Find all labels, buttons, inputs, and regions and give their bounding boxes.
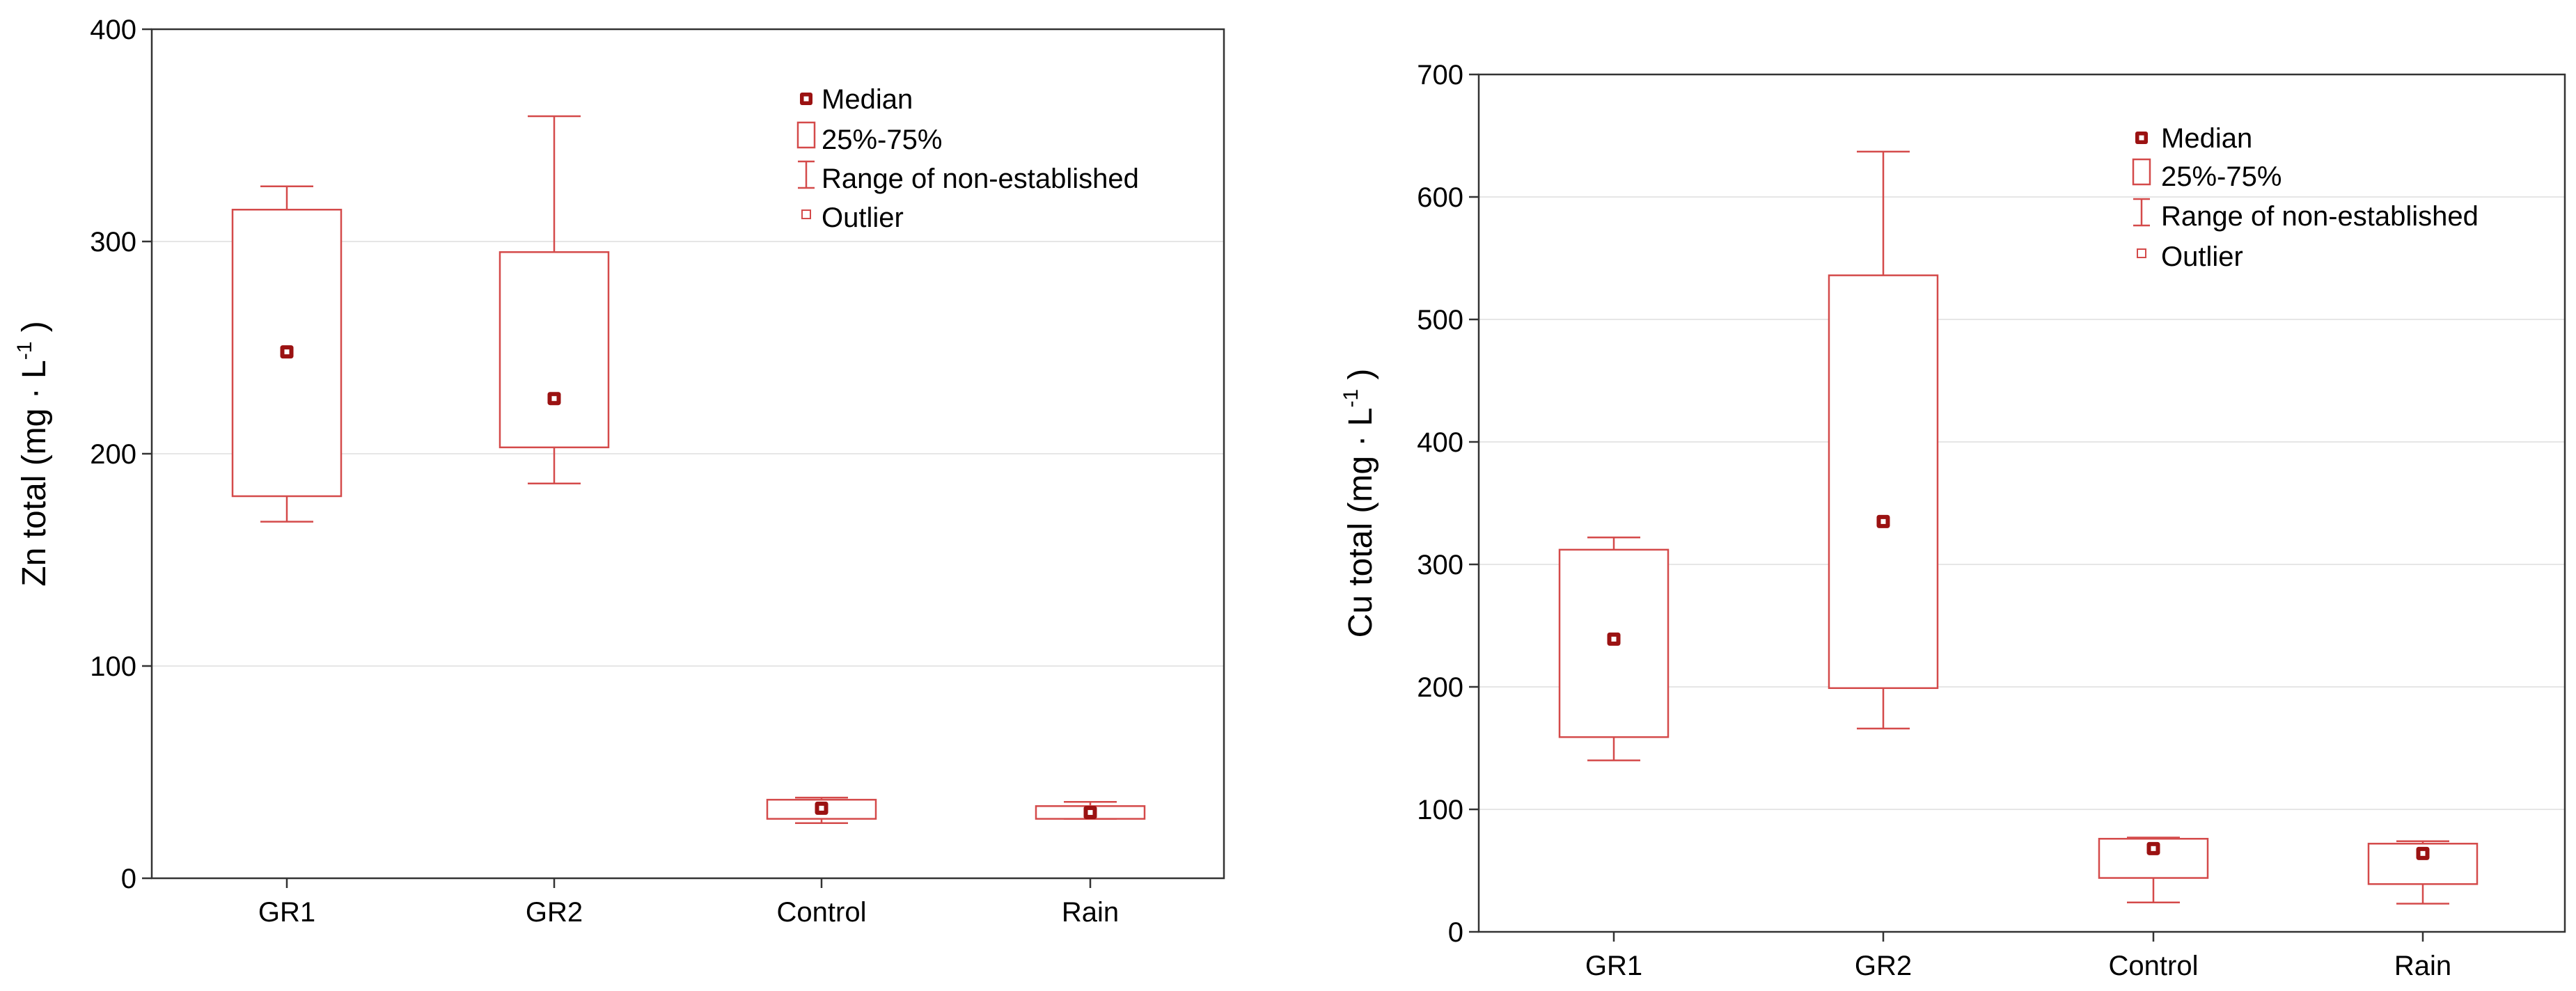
chart-panel-2: 0 100 200 300 400 500 600 700 GR1 GR2 Control Rain C… xyxy=(1340,60,2566,981)
x-tick-label: GR2 xyxy=(526,897,583,928)
y-axis-label: Cu total (mg · L-1 ) xyxy=(1340,369,1379,638)
legend: Median 25%-75% Range of non-established Out… xyxy=(796,84,1139,233)
box-gr1 xyxy=(231,185,343,523)
legend-label: Outlier xyxy=(822,203,904,233)
median-marker-center xyxy=(284,349,290,355)
legend: Median 25%-75% Range of non-established Out… xyxy=(2132,123,2479,272)
y-tick-label: 400 xyxy=(90,15,136,45)
median-marker-center xyxy=(1880,518,1886,524)
y-tick-label: 600 xyxy=(1417,182,1463,213)
x-tick-label: Control xyxy=(2109,951,2199,981)
x-tick-label: Rain xyxy=(1062,897,1119,928)
y-tick-label: 500 xyxy=(1417,305,1463,335)
box-gr2 xyxy=(1828,150,1939,730)
legend-box-icon xyxy=(2132,158,2151,186)
y-axis-label: Zn total (mg · L-1 ) xyxy=(13,321,53,586)
legend-label: 25%-75% xyxy=(822,125,942,155)
median-marker-center xyxy=(1087,809,1093,815)
median-marker-center xyxy=(2151,846,2156,851)
legend-label: Range of non-established xyxy=(2161,201,2479,232)
x-tick-label: GR1 xyxy=(1585,951,1642,981)
legend-label: Median xyxy=(822,84,913,115)
legend-label: Outlier xyxy=(2161,241,2243,272)
y-tick-label: 700 xyxy=(1417,60,1463,90)
plot-frame xyxy=(1477,73,2566,933)
y-tick-label: 0 xyxy=(1448,917,1463,948)
y-tick-label: 300 xyxy=(90,227,136,257)
box-gr2 xyxy=(498,115,610,484)
box-rain xyxy=(1035,800,1146,820)
box-control xyxy=(2098,837,2209,904)
median-marker-center xyxy=(1611,636,1617,642)
legend-box-icon xyxy=(796,121,816,149)
x-tick-label: Rain xyxy=(2394,951,2451,981)
median-marker-center xyxy=(551,396,557,402)
legend-label: 25%-75% xyxy=(2161,161,2282,192)
chart-panel-1: 0 100 200 300 400 GR1 GR2 Control Rain Zn total (… xyxy=(13,15,1225,928)
legend-median-icon-center xyxy=(2139,135,2144,141)
median-marker-center xyxy=(2420,850,2426,856)
legend-outlier-icon xyxy=(801,209,811,219)
iqr-box xyxy=(1828,274,1939,690)
legend-label: Range of non-established xyxy=(822,164,1139,194)
box-gr1 xyxy=(1558,537,1670,761)
x-tick-label: GR1 xyxy=(258,897,315,928)
iqr-box xyxy=(498,251,610,449)
legend-outlier-icon xyxy=(2137,248,2146,258)
box-rain xyxy=(2367,840,2479,905)
median-marker-center xyxy=(819,805,824,811)
y-tick-label: 200 xyxy=(90,439,136,470)
y-tick-label: 0 xyxy=(121,864,136,894)
y-tick-label: 400 xyxy=(1417,427,1463,458)
box-control xyxy=(766,796,877,824)
legend-median-icon-center xyxy=(803,96,809,102)
y-tick-label: 100 xyxy=(90,651,136,682)
legend-label: Median xyxy=(2161,123,2252,154)
y-tick-label: 300 xyxy=(1417,550,1463,580)
x-tick-label: GR2 xyxy=(1855,951,1912,981)
y-tick-label: 100 xyxy=(1417,795,1463,825)
x-tick-label: Control xyxy=(777,897,867,928)
y-tick-label: 200 xyxy=(1417,672,1463,703)
